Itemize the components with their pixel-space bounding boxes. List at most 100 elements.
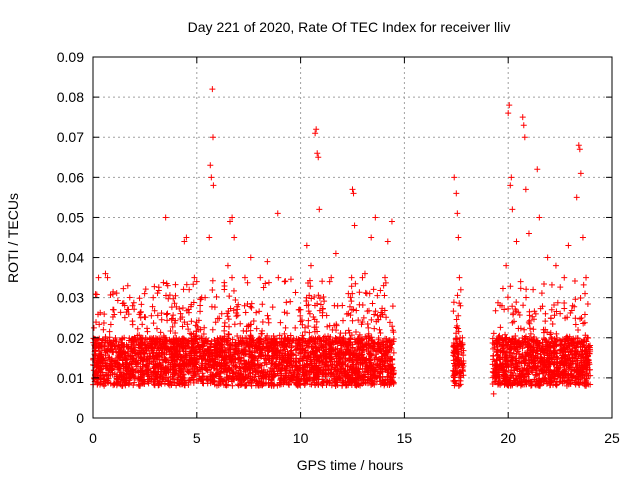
data-point (453, 316, 460, 323)
data-point (133, 352, 140, 359)
data-point (502, 331, 509, 338)
data-point (139, 339, 146, 346)
data-point (225, 331, 232, 338)
data-point (356, 289, 363, 296)
data-point (352, 328, 359, 335)
data-point (190, 299, 197, 306)
data-point (171, 340, 178, 347)
data-point (577, 344, 584, 351)
data-point (247, 343, 254, 350)
data-point (390, 349, 397, 356)
data-point (355, 372, 362, 379)
y-tick-label: 0.02 (57, 330, 84, 346)
data-point (372, 308, 379, 315)
data-point (306, 310, 313, 317)
data-point (319, 343, 326, 350)
data-point (252, 368, 259, 375)
data-point (390, 371, 397, 378)
data-point (357, 373, 364, 380)
data-point (454, 292, 461, 299)
data-point (328, 365, 335, 372)
data-point (505, 305, 512, 312)
data-point (507, 369, 514, 376)
data-point (190, 330, 197, 337)
data-point (248, 300, 255, 307)
data-point (523, 367, 530, 374)
data-point (577, 294, 584, 301)
data-point (257, 336, 264, 343)
data-point (453, 330, 460, 337)
data-point (455, 312, 462, 319)
data-point (557, 310, 564, 317)
data-point (276, 380, 283, 387)
data-point (175, 363, 182, 370)
data-point (542, 310, 549, 317)
data-point (355, 338, 362, 345)
data-point (297, 318, 304, 325)
data-point (137, 369, 144, 376)
data-point (294, 370, 301, 377)
data-point (151, 345, 158, 352)
data-point (521, 335, 528, 342)
data-point (221, 369, 228, 376)
data-point (375, 316, 382, 323)
data-point (513, 238, 520, 245)
data-point (164, 282, 171, 289)
data-point (374, 312, 381, 319)
data-point (151, 381, 158, 388)
data-point (164, 317, 171, 324)
data-point (561, 305, 568, 312)
data-point (581, 348, 588, 355)
data-point (513, 299, 520, 306)
data-point (110, 382, 117, 389)
data-point (539, 339, 546, 346)
data-point (489, 361, 496, 368)
data-point (240, 357, 247, 364)
data-point (143, 362, 150, 369)
data-point (251, 373, 258, 380)
data-point (206, 362, 213, 369)
data-point (362, 374, 369, 381)
data-point (171, 360, 178, 367)
data-point (223, 353, 230, 360)
data-point (367, 363, 374, 370)
data-point (127, 350, 134, 357)
data-point (303, 242, 310, 249)
data-point (533, 346, 540, 353)
data-point (325, 335, 332, 342)
data-point (536, 382, 543, 389)
data-point (450, 339, 457, 346)
data-point (507, 182, 514, 189)
data-point (581, 311, 588, 318)
data-point (356, 331, 363, 338)
data-point (95, 274, 102, 281)
data-point (250, 317, 257, 324)
data-point (353, 307, 360, 314)
data-point (533, 367, 540, 374)
data-point (522, 353, 529, 360)
data-point (332, 375, 339, 382)
data-point (321, 298, 328, 305)
data-point (371, 345, 378, 352)
data-point (207, 359, 214, 366)
data-point (577, 170, 584, 177)
data-point (149, 303, 156, 310)
data-point (117, 378, 124, 385)
data-point (190, 281, 197, 288)
data-point (180, 348, 187, 355)
data-point (107, 321, 114, 328)
data-point (175, 353, 182, 360)
data-point (553, 382, 560, 389)
data-point (311, 302, 318, 309)
data-point (180, 286, 187, 293)
data-point (384, 373, 391, 380)
data-point (141, 351, 148, 358)
data-point (193, 278, 200, 285)
data-point (578, 359, 585, 366)
data-point (369, 300, 376, 307)
data-point (570, 336, 577, 343)
data-point (162, 214, 169, 221)
data-point (268, 376, 275, 383)
data-point (104, 274, 111, 281)
data-point (310, 377, 317, 384)
